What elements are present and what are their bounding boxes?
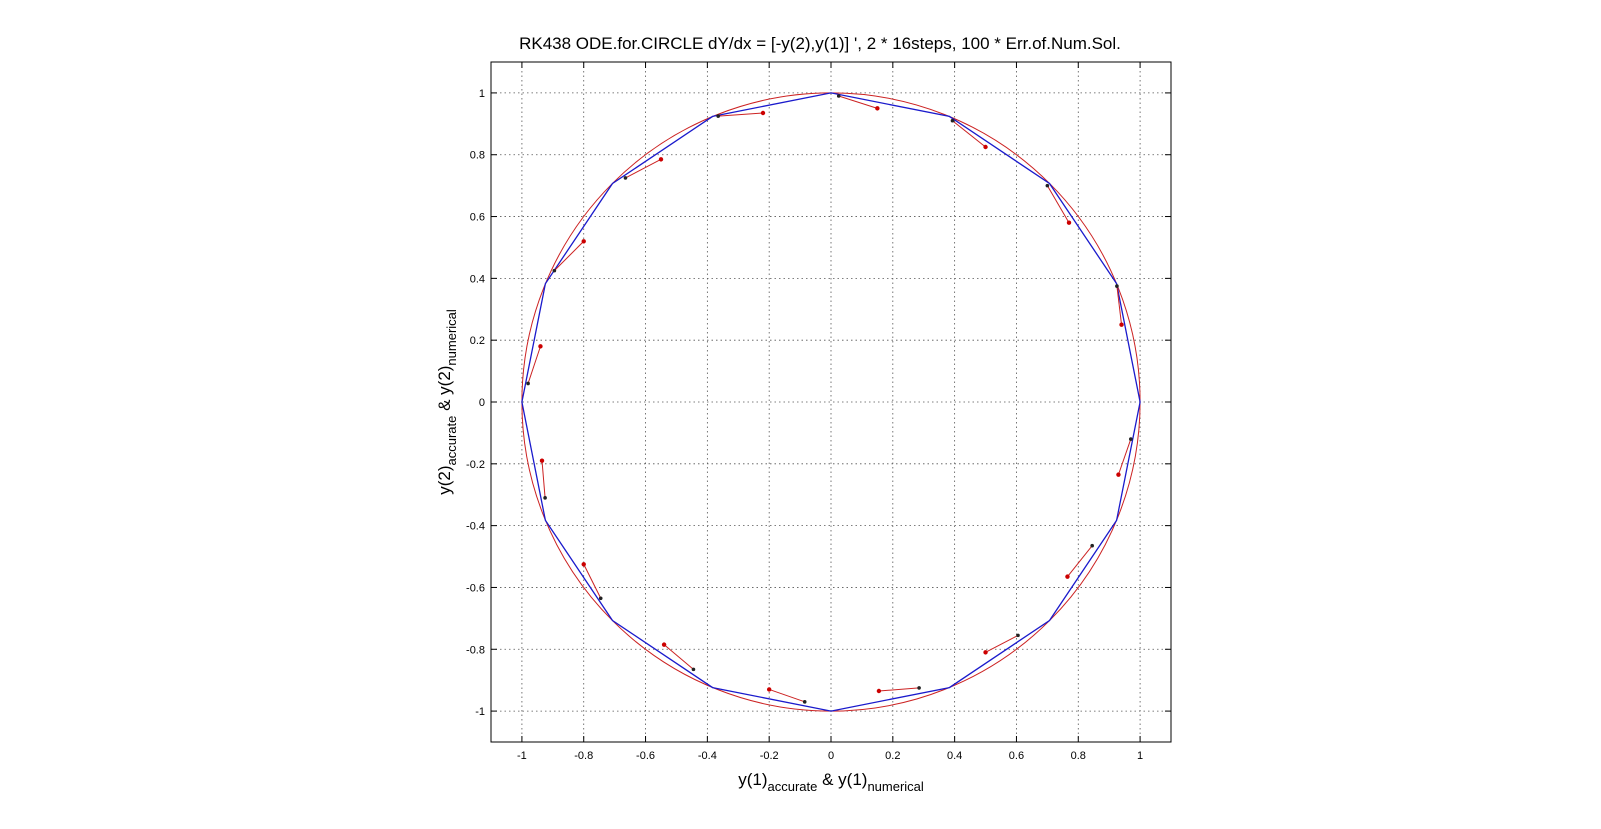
error-segment bbox=[769, 688, 805, 703]
numerical-point bbox=[917, 686, 921, 690]
error-point bbox=[875, 106, 880, 111]
x-tick-label: 0 bbox=[828, 750, 834, 762]
y-tick-label: -0.2 bbox=[466, 459, 485, 471]
y-tick-label: 0.6 bbox=[470, 212, 485, 224]
error-segment bbox=[1117, 438, 1132, 475]
series-layer bbox=[521, 92, 1141, 712]
x-tick-label: 0.2 bbox=[885, 750, 900, 762]
numerical-point bbox=[802, 700, 807, 704]
y-label-sub-accurate: accurate bbox=[444, 416, 459, 466]
error-point bbox=[581, 239, 586, 244]
error-point bbox=[876, 688, 882, 694]
x-tick-label: -0.6 bbox=[636, 750, 655, 762]
grid-lines bbox=[491, 62, 1171, 742]
step-polygon bbox=[521, 92, 1141, 712]
plot-area: -1 -0.8 -0.6 -0.4 -0.2 0 0.2 0.4 0.6 0.8 1 -1-0.8-… bbox=[466, 61, 1172, 762]
y-tick-label: 1 bbox=[479, 88, 485, 100]
error-point bbox=[983, 650, 988, 655]
numerical-point bbox=[623, 176, 628, 180]
x-label-main: y(1) bbox=[738, 770, 767, 789]
y-axis-label: y(2)accurate & y(2)numerical bbox=[435, 309, 459, 495]
x-tick-label: -1 bbox=[517, 750, 527, 762]
x-label-sub-numerical: numerical bbox=[867, 779, 923, 794]
error-segment bbox=[838, 95, 878, 109]
numerical-point bbox=[836, 94, 841, 98]
numerical-point bbox=[1045, 183, 1050, 188]
numerical-point bbox=[1129, 437, 1133, 441]
y-tick-label: -0.4 bbox=[466, 521, 485, 533]
error-segment bbox=[527, 346, 541, 384]
numerical-point bbox=[1115, 284, 1119, 288]
x-label-sub-accurate: accurate bbox=[767, 779, 817, 794]
error-point bbox=[538, 344, 543, 349]
x-tick-label: -0.8 bbox=[574, 750, 593, 762]
y-tick-label: 0.8 bbox=[470, 150, 485, 162]
numerical-point bbox=[950, 118, 955, 123]
error-point bbox=[1116, 472, 1121, 477]
error-segment bbox=[1046, 185, 1070, 223]
x-tick-label: 1 bbox=[1137, 750, 1143, 762]
x-axis-label: y(1)accurate & y(1)numerical bbox=[738, 770, 924, 794]
error-segment bbox=[718, 112, 764, 117]
error-point bbox=[766, 687, 772, 692]
y-axis-ticks: -1 -0.8 -0.6 -0.4 -0.2 0 0.2 0.4 0.6 0.8 1 bbox=[466, 88, 1171, 718]
error-point bbox=[983, 144, 988, 150]
error-segment bbox=[554, 240, 585, 271]
numerical-point bbox=[598, 596, 603, 601]
x-tick-label: -0.4 bbox=[698, 750, 717, 762]
y-label-main-2: y(2) bbox=[435, 366, 454, 395]
plot-background bbox=[491, 62, 1171, 742]
error-point bbox=[1066, 220, 1072, 225]
y-label-sub-numerical: numerical bbox=[444, 309, 459, 365]
x-tick-label: 0.4 bbox=[947, 750, 962, 762]
y-tick-label: 0.2 bbox=[470, 335, 485, 347]
x-label-main-2: y(1) bbox=[838, 770, 867, 789]
error-point bbox=[661, 642, 667, 647]
numerical-point bbox=[716, 114, 720, 118]
y-tick-label: -0.8 bbox=[466, 644, 485, 656]
error-point bbox=[658, 157, 664, 162]
error-segment bbox=[1067, 545, 1093, 577]
numerical-point bbox=[1090, 543, 1094, 548]
error-segment bbox=[583, 564, 602, 599]
y-label-amp: & bbox=[435, 395, 454, 416]
error-segment bbox=[878, 687, 920, 692]
y-tick-label: 0 bbox=[479, 397, 485, 409]
error-point bbox=[539, 458, 545, 463]
error-segment bbox=[1116, 286, 1123, 325]
numerical-point bbox=[691, 667, 696, 672]
x-tick-label: -0.2 bbox=[760, 750, 779, 762]
y-tick-label: -0.6 bbox=[466, 582, 485, 594]
numerical-point bbox=[543, 496, 547, 500]
y-tick-label: 0.4 bbox=[470, 273, 485, 285]
error-point bbox=[581, 562, 586, 567]
x-tick-label: 0.6 bbox=[1009, 750, 1024, 762]
x-tick-label: 0.8 bbox=[1071, 750, 1086, 762]
chart-title: RK438 ODE.for.CIRCLE dY/dx = [-y(2),y(1)… bbox=[519, 34, 1121, 53]
error-point bbox=[760, 110, 766, 116]
y-tick-label: -1 bbox=[475, 706, 485, 718]
error-segment bbox=[541, 460, 546, 498]
error-segment bbox=[985, 634, 1019, 653]
error-segment bbox=[952, 120, 986, 148]
error-segment bbox=[625, 158, 662, 179]
numerical-point bbox=[552, 268, 557, 273]
y-label-main: y(2) bbox=[435, 466, 454, 495]
x-axis-ticks: -1 -0.8 -0.6 -0.4 -0.2 0 0.2 0.4 0.6 0.8 1 bbox=[517, 62, 1143, 762]
x-label-amp: & bbox=[817, 770, 838, 789]
numerical-point bbox=[1016, 633, 1020, 638]
error-point bbox=[1065, 574, 1070, 579]
numerical-point bbox=[526, 381, 530, 386]
error-point bbox=[1119, 322, 1124, 327]
error-segment bbox=[663, 644, 694, 670]
